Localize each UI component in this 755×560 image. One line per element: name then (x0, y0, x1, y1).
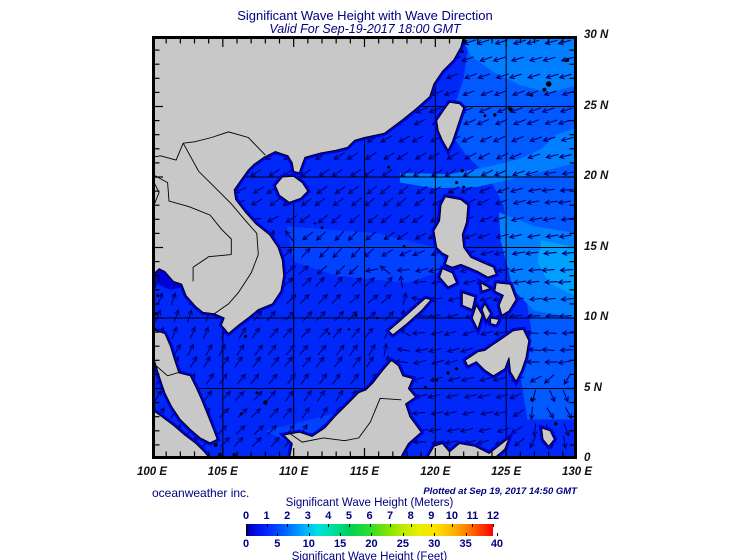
x-axis-label-110: 110 E (279, 466, 309, 478)
feet-tick-35: 35 (459, 538, 472, 550)
y-axis-label-15: 15 N (584, 240, 609, 253)
feet-tick-40: 40 (490, 538, 504, 550)
y-axis-label-30: 30 N (584, 29, 609, 41)
meters-tick-9: 9 (428, 510, 435, 522)
colorbar-tick (410, 524, 412, 527)
colorbar-tick (451, 524, 453, 527)
feet-tick-5: 5 (274, 538, 281, 550)
feet-tick-30: 30 (428, 538, 441, 550)
credit-text: oceanweather inc. (152, 486, 250, 500)
colorbar-tick (434, 533, 436, 536)
colorbar (246, 524, 498, 536)
colorbar-tick (348, 524, 350, 527)
meters-tick-1: 1 (263, 510, 270, 522)
colorbar-tick (340, 533, 342, 536)
colorbar-tick (246, 524, 247, 527)
y-axis-label-0: 0 (584, 452, 591, 464)
colorbar-tick (496, 533, 498, 536)
x-axis-label-100: 100 E (136, 466, 168, 478)
feet-tick-25: 25 (396, 538, 409, 550)
y-axis-label-10: 10 N (584, 311, 609, 323)
meters-tick-6: 6 (366, 510, 373, 522)
meters-tick-11: 11 (466, 510, 479, 522)
y-axis-label-25: 25 N (584, 99, 609, 112)
meters-tick-4: 4 (325, 510, 332, 522)
colorbar-tick (246, 533, 247, 536)
colorbar-tick (431, 524, 433, 527)
meters-tick-12: 12 (486, 510, 500, 522)
legend-title-meters: Significant Wave Height (Meters) (285, 497, 454, 509)
plotted-timestamp: Plotted at Sep 19, 2017 14:50 GMT (423, 486, 577, 497)
page-title: Significant Wave Height with Wave Direct… (237, 8, 493, 23)
meters-tick-10: 10 (445, 510, 458, 522)
meters-tick-8: 8 (407, 510, 414, 522)
x-axis-label-120: 120 E (420, 466, 451, 478)
colorbar-tick (371, 533, 373, 536)
x-axis-label-115: 115 E (349, 466, 380, 478)
colorbar-tick (307, 524, 309, 527)
y-axis-label-5: 5 N (584, 381, 602, 394)
meters-tick-2: 2 (284, 510, 291, 522)
meters-tick-7: 7 (387, 510, 394, 522)
colorbar-tick (390, 524, 392, 527)
feet-tick-0: 0 (242, 538, 250, 550)
colorbar-tick (493, 524, 494, 527)
feet-tick-15: 15 (333, 538, 347, 550)
x-axis-label-130: 130 E (561, 466, 593, 478)
colorbar-tick (308, 533, 310, 536)
feet-tick-10: 10 (302, 538, 315, 550)
meters-tick-0: 0 (242, 510, 250, 522)
colorbar-tick (328, 524, 330, 527)
colorbar-tick (369, 524, 371, 527)
wave-height-map (152, 36, 577, 459)
colorbar-tick (402, 533, 404, 536)
feet-tick-20: 20 (365, 538, 378, 550)
page-subtitle: Valid For Sep-19-2017 18:00 GMT (269, 22, 461, 36)
colorbar-tick (277, 533, 279, 536)
legend-feet-scale: 0 5 10 15 20 25 30 35 40 (242, 538, 503, 550)
y-axis-label-20: 20 N (584, 170, 609, 182)
legend-title-feet: Significant Wave Height (Feet) (291, 551, 448, 560)
legend-meters-scale: 0 1 2 3 4 5 6 7 8 9 10 11 12 (242, 510, 499, 522)
colorbar-tick (465, 533, 467, 536)
x-axis-label-125: 125 E (491, 466, 522, 478)
map-plot-area (152, 36, 577, 459)
colorbar-tick (287, 524, 289, 527)
meters-tick-5: 5 (345, 510, 352, 522)
x-axis-label-105: 105 E (207, 466, 238, 478)
colorbar-tick (266, 524, 268, 527)
meters-tick-3: 3 (304, 510, 311, 522)
colorbar-tick (472, 524, 474, 527)
